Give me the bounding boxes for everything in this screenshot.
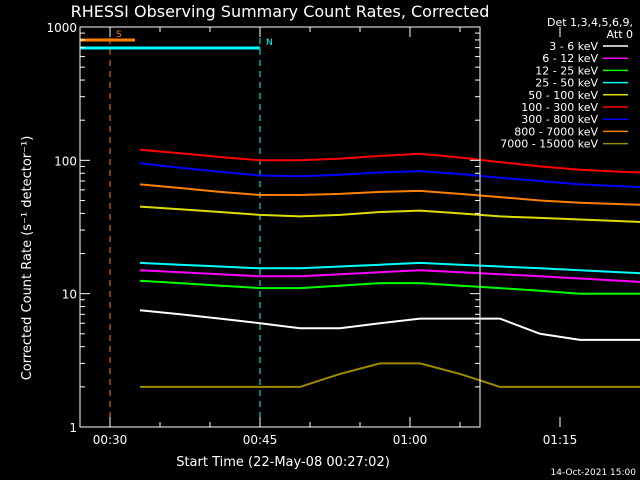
plot-frame xyxy=(79,26,481,428)
x-tick-label: 00:45 xyxy=(243,433,278,447)
legend-label-2: 12 - 25 keV xyxy=(535,64,598,77)
series-line-0 xyxy=(139,309,640,341)
legend-label-0: 3 - 6 keV xyxy=(549,40,598,53)
series-line-7 xyxy=(139,183,640,206)
legend-label-6: 300 - 800 keV xyxy=(521,113,598,126)
legend-detectors: Det 1,3,4,5,6,9, xyxy=(547,16,633,29)
y-tick-label: 1 xyxy=(69,421,77,435)
series-line-3 xyxy=(139,261,640,275)
y-tick-label: 10 xyxy=(62,288,77,302)
legend-label-5: 100 - 300 keV xyxy=(521,101,598,114)
marker-label: N xyxy=(266,38,273,48)
series-line-2 xyxy=(139,279,640,295)
marker-s: S xyxy=(80,27,135,427)
legend-header: Det 1,3,4,5,6,9, Att 0 xyxy=(547,16,633,41)
marker-label: S xyxy=(116,30,122,40)
series-line-8 xyxy=(140,362,640,388)
y-tick-label: 1000 xyxy=(46,21,77,35)
series-line-4 xyxy=(139,205,640,223)
y-tick-label: 100 xyxy=(54,154,77,168)
legend-label-1: 6 - 12 keV xyxy=(542,52,598,65)
legend-label-8: 7000 - 15000 keV xyxy=(500,138,598,151)
x-axis-label: Start Time (22-May-08 00:27:02) xyxy=(176,455,390,470)
legend-label-3: 25 - 50 keV xyxy=(535,77,598,90)
x-tick-label: 01:00 xyxy=(393,433,428,447)
y-axis-label: Corrected Count Rate (s⁻¹ detector⁻¹) xyxy=(20,136,35,381)
legend-attenuator: Att 0 xyxy=(607,28,633,41)
footer-timestamp: 14-Oct-2021 15:00 xyxy=(551,468,637,478)
series-line-5 xyxy=(139,148,640,174)
x-tick-label: 00:30 xyxy=(93,433,128,447)
axes: 110100100000:3000:4501:0001:1501:3001:45… xyxy=(46,21,578,447)
chart-title: RHESSI Observing Summary Count Rates, Co… xyxy=(71,2,490,21)
x-tick-label: 01:15 xyxy=(543,433,578,447)
plot-area: SN xyxy=(79,27,640,427)
series-line-1 xyxy=(139,269,640,283)
legend-label-7: 800 - 7000 keV xyxy=(514,125,598,138)
legend-label-4: 50 - 100 keV xyxy=(528,89,598,102)
series-line-6 xyxy=(139,162,640,189)
